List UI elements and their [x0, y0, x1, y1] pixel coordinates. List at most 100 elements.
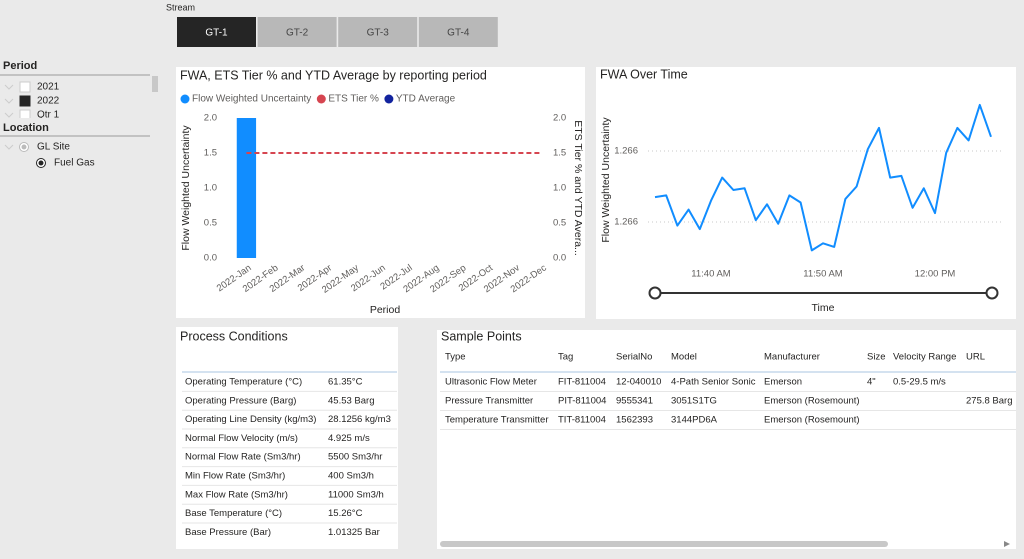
column-header: Tag [558, 352, 573, 363]
slicer-item[interactable]: Qtr 1 [37, 110, 60, 121]
table-cell: TIT-811004 [558, 415, 606, 426]
table-cell: 5500 Sm3/hr [328, 452, 382, 463]
table-title: Process Conditions [180, 329, 288, 343]
tab[interactable] [257, 17, 337, 47]
x-axis-title: Time [812, 302, 835, 314]
checkbox[interactable] [19, 95, 31, 107]
table-cell: Min Flow Rate (Sm3/hr) [185, 471, 285, 482]
y-tick-label: 1.5 [204, 148, 217, 159]
table-cell: 15.26°C [328, 508, 363, 519]
table-title: Sample Points [441, 329, 522, 343]
tab-label[interactable]: GT-4 [447, 28, 470, 39]
tab[interactable] [338, 17, 418, 47]
y2-tick-label: 0.0 [553, 253, 566, 264]
scroll-arrow[interactable] [1004, 541, 1010, 547]
legend-marker [384, 94, 394, 104]
table-cell: Ultrasonic Flow Meter [445, 377, 537, 388]
table-cell: 400 Sm3/h [328, 471, 374, 482]
slicer-item[interactable]: GL Site [37, 142, 70, 153]
chevron [4, 98, 14, 104]
slider-handle[interactable] [985, 286, 999, 300]
table-cell: 1562393 [616, 415, 653, 426]
column-header: Velocity Range [893, 352, 956, 363]
column-header: URL [966, 352, 985, 363]
table-cell: PIT-811004 [558, 396, 606, 407]
table-cell: 1.01325 Bar [328, 527, 380, 538]
radio-dot [21, 144, 27, 150]
sample-panel [437, 330, 1016, 549]
table-cell: 3144PD6A [671, 415, 718, 426]
y-tick-label: 2.0 [204, 113, 217, 124]
legend-marker [180, 94, 190, 104]
legend-label: YTD Average [396, 94, 456, 105]
table-cell: Normal Flow Velocity (m/s) [185, 433, 298, 444]
column-header: SerialNo [616, 352, 652, 363]
tab-label[interactable]: GT-3 [367, 28, 390, 39]
legend-label: ETS Tier % [328, 94, 379, 105]
table-cell: Emerson (Rosemount) [764, 415, 860, 426]
bar [236, 118, 257, 258]
table-cell: Pressure Transmitter [445, 396, 533, 407]
table-cell: 11000 Sm3/h [328, 489, 384, 500]
table-cell: Operating Pressure (Barg) [185, 395, 296, 406]
y2-axis-title: ETS Tier % and YTD Avera... [572, 120, 584, 256]
period-list: 2021 2022 Qtr 1 [4, 81, 60, 121]
y-axis-title: Flow Weighted Uncertainty [600, 117, 612, 243]
stream-label: Stream [166, 2, 195, 12]
table-cell: 4" [867, 377, 876, 388]
table-cell: Normal Flow Rate (Sm3/hr) [185, 452, 301, 463]
column-header: Type [445, 352, 466, 363]
slider-handle[interactable] [648, 286, 662, 300]
y2-tick-label: 1.5 [553, 148, 566, 159]
chart-title: FWA Over Time [600, 67, 688, 81]
h-scrollbar[interactable] [440, 541, 888, 547]
x-tick-label: 11:40 AM [691, 269, 731, 280]
table-cell: Temperature Transmitter [445, 415, 548, 426]
table-cell: 61.35°C [328, 377, 363, 388]
column-header: Manufacturer [764, 352, 820, 363]
table-cell: Emerson [764, 377, 802, 388]
table-cell: Max Flow Rate (Sm3/hr) [185, 489, 288, 500]
legend-label: Flow Weighted Uncertainty [192, 94, 311, 105]
tab[interactable] [418, 17, 498, 47]
column-header: Size [867, 352, 885, 363]
x-axis-title: Period [370, 304, 401, 316]
slicer-item[interactable]: 2021 [37, 82, 60, 93]
checkbox[interactable] [19, 109, 31, 120]
table-cell: Base Temperature (°C) [185, 508, 282, 519]
slicer-item[interactable]: Fuel Gas [54, 158, 95, 169]
x-tick-label: 12:00 PM [915, 269, 956, 280]
line [654, 103, 992, 252]
x-tick-label: 11:50 AM [803, 269, 843, 280]
period-title: Period [3, 60, 37, 72]
y2-tick-label: 0.5 [553, 218, 566, 229]
legend-marker [316, 94, 326, 104]
table-cell: Operating Line Density (kg/m3) [185, 414, 316, 425]
table-cell: 0.5-29.5 m/s [893, 377, 946, 388]
slicer-item[interactable]: 2022 [37, 96, 60, 107]
table-cell: 4.925 m/s [328, 433, 370, 444]
y2-tick-label: 2.0 [553, 113, 566, 124]
table-cell: 275.8 Barg [966, 396, 1012, 407]
tab[interactable] [177, 17, 256, 47]
table-cell: 3051S1TG [671, 396, 717, 407]
checkbox[interactable] [19, 81, 31, 93]
chevron [4, 84, 14, 90]
table-cell: Operating Temperature (°C) [185, 377, 302, 388]
y-tick-label: 1.266 [614, 146, 638, 157]
table-cell: 28.1256 kg/m3 [328, 414, 391, 425]
tab-label[interactable]: GT-1 [205, 28, 228, 39]
chart-title: FWA, ETS Tier % and YTD Average by repor… [180, 68, 487, 82]
chevron [4, 144, 14, 150]
tab-label[interactable]: GT-2 [286, 28, 309, 39]
y-tick-label: 1.266 [614, 217, 638, 228]
table-cell: 4-Path Senior Sonic [671, 377, 756, 388]
column-header: Model [671, 352, 697, 363]
table-cell: FIT-811004 [558, 377, 606, 388]
scrollbar [152, 76, 158, 92]
y-tick-label: 1.0 [204, 183, 217, 194]
y2-tick-label: 1.0 [553, 183, 566, 194]
y-tick-label: 0.0 [204, 253, 217, 264]
